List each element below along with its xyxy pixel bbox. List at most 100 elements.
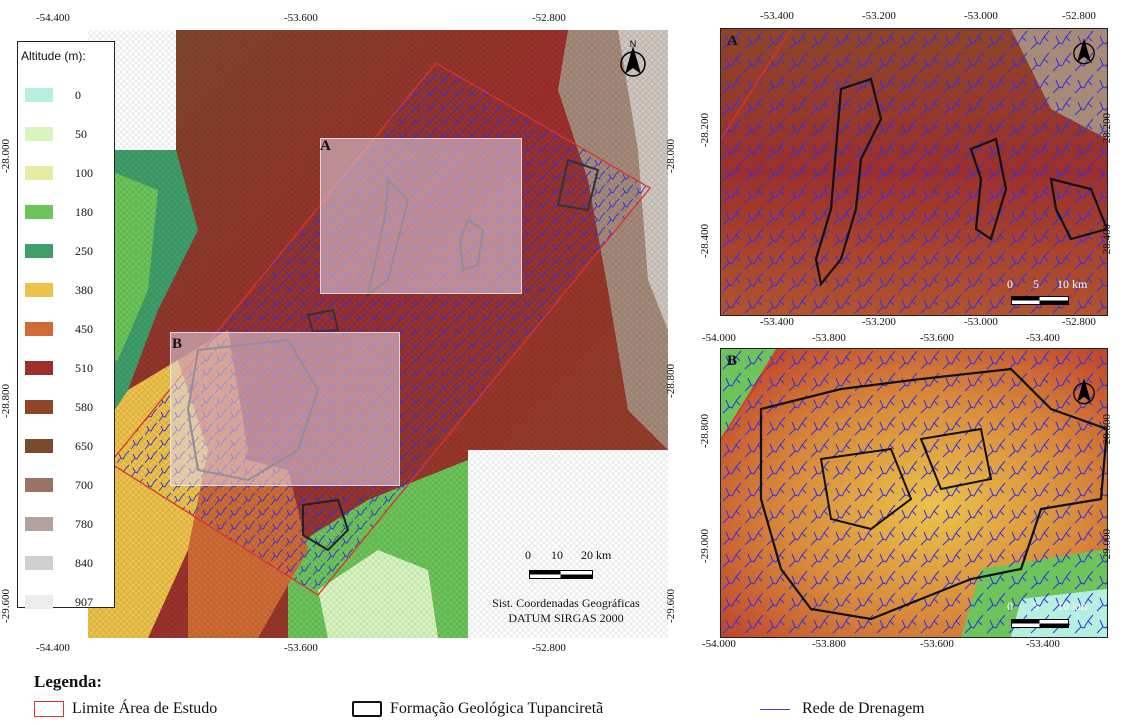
altitude-legend-row: 0 xyxy=(25,87,81,103)
altitude-legend-row: 180 xyxy=(25,204,93,220)
inset-a-raster xyxy=(721,29,1107,315)
scale-label: 0 xyxy=(1007,599,1013,613)
altitude-swatch-icon xyxy=(25,88,53,102)
svg-text:N: N xyxy=(630,40,637,49)
altitude-legend-label: 700 xyxy=(75,477,93,492)
altitude-legend-row: 580 xyxy=(25,399,93,415)
scale-label: 0 xyxy=(1007,277,1013,291)
legend-item-formation: Formação Geológica Tupanciretã xyxy=(352,700,603,718)
inset-b-scale-labels: 0 5 10 km xyxy=(1007,599,1087,614)
inset-a-top-tick: -53.200 xyxy=(862,10,896,22)
inset-b-bottom-tick: -53.800 xyxy=(812,638,846,650)
inset-b-right-tick: -29.000 xyxy=(1100,529,1113,563)
inset-a-bottom-tick: -53.400 xyxy=(760,316,794,328)
scale-label: 10 xyxy=(551,548,563,562)
altitude-legend-row: 780 xyxy=(25,516,93,532)
legend-item-label: Rede de Drenagem xyxy=(802,700,925,717)
legend-item-label: Formação Geológica Tupanciretã xyxy=(390,700,604,717)
altitude-legend-row: 50 xyxy=(25,126,87,142)
inset-b-right-tick: -28.800 xyxy=(1100,414,1113,448)
legend-item-label: Limite Área de Estudo xyxy=(72,700,218,717)
inset-a-bottom-tick: -53.200 xyxy=(862,316,896,328)
inset-b-top-tick: -53.600 xyxy=(920,332,954,344)
main-bottom-tick: -52.800 xyxy=(532,642,566,654)
altitude-legend-row: 250 xyxy=(25,243,93,259)
inset-a-left-tick: -28.400 xyxy=(698,224,711,258)
altitude-swatch-icon xyxy=(25,283,53,297)
altitude-legend-label: 780 xyxy=(75,516,93,531)
inset-a-bottom-tick: -52.800 xyxy=(1062,316,1096,328)
region-box-a-label: A xyxy=(320,138,331,154)
crs-line2: DATUM SIRGAS 2000 xyxy=(508,611,624,625)
scale-label: 5 xyxy=(1033,277,1039,291)
altitude-swatch-icon xyxy=(25,322,53,336)
crs-line1: Sist. Coordenadas Geográficas xyxy=(492,596,640,610)
region-box-b-label: B xyxy=(172,336,183,352)
inset-a-label: A xyxy=(727,33,738,49)
north-arrow-icon: N xyxy=(620,40,646,77)
inset-b-top-tick: -53.800 xyxy=(812,332,846,344)
legend-item-study-area: Limite Área de Estudo xyxy=(34,700,217,718)
north-arrow-icon xyxy=(1073,38,1095,65)
altitude-legend-label: 650 xyxy=(75,438,93,453)
inset-b-bottom-tick: -53.600 xyxy=(920,638,954,650)
inset-a-right-tick: -28.400 xyxy=(1100,224,1113,258)
main-left-tick: -29.600 xyxy=(0,589,12,623)
scale-label: 0 xyxy=(525,548,531,562)
altitude-swatch-icon xyxy=(25,517,53,531)
legend-title: Legenda: xyxy=(34,672,102,691)
main-left-tick: -28.800 xyxy=(0,384,12,418)
altitude-legend-row: 650 xyxy=(25,438,93,454)
altitude-legend-label: 180 xyxy=(75,204,93,219)
formation-swatch-icon xyxy=(352,701,382,717)
altitude-swatch-icon xyxy=(25,244,53,258)
inset-b-top-tick: -53.400 xyxy=(1026,332,1060,344)
region-box-a[interactable] xyxy=(320,138,522,294)
inset-a-right-tick: -28.200 xyxy=(1100,113,1113,147)
altitude-legend-label: 840 xyxy=(75,555,93,570)
inset-a-top-tick: -53.000 xyxy=(964,10,998,22)
altitude-legend-label: 580 xyxy=(75,399,93,414)
main-bottom-tick: -54.400 xyxy=(36,642,70,654)
scale-label: 5 xyxy=(1033,599,1039,613)
main-top-tick: -54.400 xyxy=(36,12,70,24)
scale-label: 20 km xyxy=(581,548,612,562)
altitude-swatch-icon xyxy=(25,205,53,219)
drainage-swatch-icon xyxy=(760,708,790,710)
altitude-legend-row: 510 xyxy=(25,360,93,376)
scale-label: 10 km xyxy=(1057,599,1088,613)
main-left-tick: -28.000 xyxy=(0,139,12,173)
altitude-legend-title: Altitude (m): xyxy=(21,49,86,63)
legend-item-drainage: Rede de Drenagem xyxy=(760,700,925,718)
inset-a-top-tick: -52.800 xyxy=(1062,10,1096,22)
altitude-swatch-icon xyxy=(25,595,53,609)
inset-a-bottom-tick: -53.000 xyxy=(964,316,998,328)
altitude-legend-row: 380 xyxy=(25,282,93,298)
main-scale-labels: 0 10 20 km xyxy=(525,548,611,563)
north-arrow-icon xyxy=(1073,378,1095,405)
altitude-legend-label: 907 xyxy=(75,594,93,609)
altitude-legend-label: 100 xyxy=(75,165,93,180)
inset-b-bottom-tick: -54.000 xyxy=(702,638,736,650)
inset-b-raster xyxy=(721,349,1107,637)
altitude-swatch-icon xyxy=(25,478,53,492)
main-top-tick: -52.800 xyxy=(532,12,566,24)
main-right-tick: -29.600 xyxy=(664,589,677,623)
inset-b-left-tick: -29.000 xyxy=(698,529,711,563)
main-map[interactable]: A B N xyxy=(88,30,668,638)
inset-map-b[interactable]: B 0 5 10 km xyxy=(720,348,1108,638)
altitude-legend-row: 100 xyxy=(25,165,93,181)
altitude-swatch-icon xyxy=(25,127,53,141)
altitude-legend-label: 450 xyxy=(75,321,93,336)
scale-label: 10 km xyxy=(1057,277,1088,291)
altitude-legend-row: 450 xyxy=(25,321,93,337)
inset-a-top-tick: -53.400 xyxy=(760,10,794,22)
altitude-legend-label: 250 xyxy=(75,243,93,258)
inset-map-a[interactable]: A 0 5 10 km xyxy=(720,28,1108,316)
inset-a-scale-labels: 0 5 10 km xyxy=(1007,277,1087,292)
altitude-legend-label: 0 xyxy=(75,87,81,102)
main-top-tick: -53.600 xyxy=(284,12,318,24)
region-box-b[interactable] xyxy=(170,332,400,486)
main-scale-bar xyxy=(529,570,593,579)
altitude-legend: Altitude (m): 0 50 100 180 250 380 450 510 580 65… xyxy=(17,41,115,609)
